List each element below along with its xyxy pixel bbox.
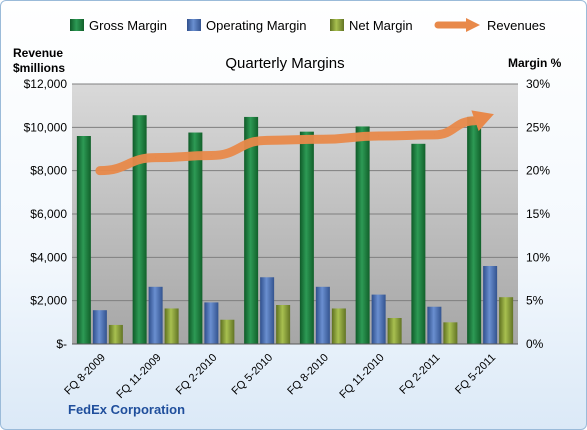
legend-label-gross-margin: Gross Margin	[89, 18, 167, 33]
y-right-tick-label: 15%	[526, 207, 550, 221]
operating-margin-bar	[260, 277, 275, 344]
bars	[76, 115, 514, 344]
y-left-tick-label: $2,000	[30, 294, 67, 308]
revenue-point	[210, 155, 212, 156]
y-right-tick-label: 10%	[526, 250, 550, 264]
x-tick-label: FQ 8-2010	[285, 352, 331, 398]
gross-margin-bar	[244, 116, 259, 344]
y-left-tick-label: $8,000	[30, 164, 67, 178]
net-margin-bar	[220, 319, 235, 344]
net-margin-bar	[108, 324, 123, 344]
revenue-arrowhead	[471, 110, 494, 132]
net-margin-bar	[276, 305, 291, 344]
legend-swatch-gross-margin	[70, 19, 84, 31]
y-right-tick-label: 20%	[526, 164, 550, 178]
x-tick-label: FQ 11-2010	[337, 352, 386, 401]
right-axis-label: Margin %	[508, 56, 562, 70]
revenue-line	[95, 110, 494, 176]
revenue-point	[155, 157, 157, 159]
gross-margin-bar	[355, 126, 370, 344]
gross-margin-bar	[299, 131, 314, 344]
y-right-tick-label: 5%	[526, 294, 544, 308]
operating-margin-bar	[315, 286, 330, 344]
y-right-tick-label: 30%	[526, 77, 550, 91]
x-tick-label: FQ 5-2010	[230, 352, 276, 398]
x-tick-label: FQ 8-2009	[62, 352, 108, 398]
operating-margin-bar	[427, 306, 442, 344]
y-right-tick-label: 25%	[526, 120, 550, 134]
revenue-point	[322, 138, 324, 140]
y-left-tick-label: $10,000	[24, 120, 68, 134]
revenue-point	[99, 170, 101, 172]
legend-arrowhead-revenues	[466, 18, 480, 32]
legend-swatch-net-margin	[330, 19, 344, 31]
gross-margin-bar	[411, 143, 426, 344]
left-axis-label-line-2: $millions	[13, 61, 65, 75]
x-tick-label: FQ 11-2009	[114, 352, 163, 401]
y-right-tick-label: 0%	[526, 337, 544, 351]
gross-margin-bar	[132, 115, 147, 344]
legend-label-operating-margin: Operating Margin	[206, 18, 306, 33]
revenue-point	[266, 139, 268, 141]
operating-margin-bar	[371, 294, 386, 344]
legend-swatch-operating-margin	[187, 19, 201, 31]
net-margin-bar	[499, 297, 514, 344]
net-margin-bar	[331, 308, 346, 344]
legend-label-revenues: Revenues	[487, 18, 546, 33]
chart-title: Quarterly Margins	[225, 55, 344, 72]
operating-margin-bar	[204, 302, 219, 344]
company-name: FedEx Corporation	[68, 402, 185, 417]
net-margin-bar	[164, 308, 179, 344]
x-tick-label: FQ 2-2011	[397, 352, 442, 397]
net-margin-bar	[443, 322, 458, 344]
y-left-tick-label: $4,000	[30, 250, 67, 264]
x-tick-label: FQ 5-2011	[453, 352, 498, 397]
operating-margin-bar	[92, 310, 107, 344]
legend-label-net-margin: Net Margin	[349, 18, 413, 33]
y-left-tick-label: $12,000	[24, 77, 68, 91]
operating-margin-bar	[148, 286, 163, 344]
legend: Gross Margin Operating Margin Net Margin…	[70, 18, 546, 33]
x-tick-label: FQ 2-2010	[174, 352, 220, 398]
gross-margin-bar	[76, 136, 91, 344]
net-margin-bar	[387, 318, 402, 344]
y-left-tick-label: $-	[56, 337, 67, 351]
revenue-point	[433, 134, 435, 136]
operating-margin-bar	[483, 266, 498, 344]
revenue-point	[378, 135, 380, 137]
gross-margin-bar	[188, 132, 203, 344]
gross-margin-bar	[467, 116, 482, 344]
y-left-tick-label: $6,000	[30, 207, 67, 221]
left-axis-label-line-1: Revenue	[13, 46, 63, 60]
revenue-point	[489, 114, 491, 116]
